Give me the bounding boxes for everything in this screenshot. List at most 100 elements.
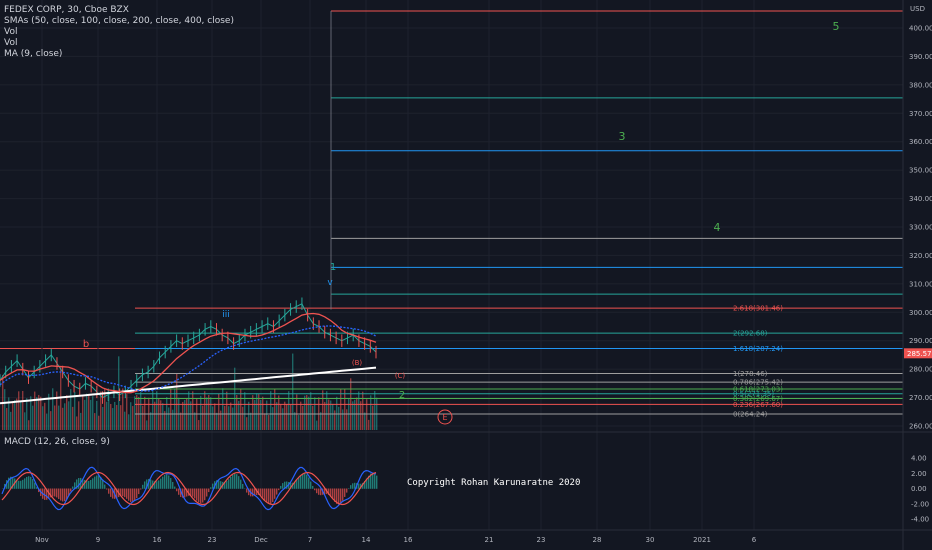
volume-bar [362,391,364,430]
volume-bar [168,407,170,430]
macd-histogram-bar [200,488,202,504]
volume-bar [370,395,372,430]
volume-bar [122,388,124,430]
macd-histogram-bar [168,475,170,489]
macd-histogram-bar [102,480,104,489]
macd-histogram-bar [342,488,344,501]
macd-tick-label: 4.00 [911,455,927,463]
time-tick-label: 16 [404,536,413,544]
macd-histogram-bar [194,488,196,499]
sma-50-line [0,312,377,394]
macd-histogram-bar [106,488,108,490]
wave-label: iii [222,310,230,320]
macd-histogram-bar [334,488,336,502]
volume-bar [112,408,114,430]
macd-histogram-bar [302,473,304,489]
volume-bar [30,396,32,430]
macd-histogram-bar [36,487,38,489]
volume-bar [244,392,246,430]
price-tick-label: 330.00 [909,224,932,232]
wave-label: v [327,278,333,288]
macd-histogram-bar [132,488,134,503]
macd-histogram-bar [306,474,308,489]
wave-label: b [83,339,89,350]
volume-bar [114,401,116,430]
macd-histogram-bar [240,479,242,489]
volume-bar [292,353,294,430]
macd-legend[interactable]: MACD (12, 26, close, 9) [4,437,110,447]
volume-bar [92,396,94,430]
macd-histogram-bar [226,481,228,489]
macd-histogram-bar [76,479,78,489]
macd-tick-label: 2.00 [911,470,927,478]
volume-bar [336,396,338,430]
volume-bar [326,391,328,430]
volume-bar [146,420,148,430]
macd-histogram-bar [268,488,270,504]
volume-bar [8,397,10,430]
macd-histogram-bar [192,488,194,497]
wave-label: 3 [619,130,626,143]
macd-histogram-bar [296,480,298,489]
volume-bar [94,413,96,430]
legend-vol2[interactable]: Vol [4,38,18,48]
volume-bar [106,401,108,430]
legend-ma[interactable]: MA (9, close) [4,49,63,59]
macd-histogram-bar [34,482,36,489]
legend-smas[interactable]: SMAs (50, close, 100, close, 200, close,… [4,16,234,26]
macd-histogram-bar [216,480,218,489]
volume-bar [200,395,202,430]
macd-histogram-bar [92,478,94,489]
volume-bar [142,405,144,430]
volume-bar [170,389,172,430]
volume-bar [138,396,140,430]
volume-bar [44,402,46,430]
macd-histogram-bar [366,478,368,489]
macd-histogram-bar [90,480,92,489]
macd-histogram-bar [358,483,360,489]
volume-bar [278,395,280,430]
legend-vol1[interactable]: Vol [4,27,18,37]
volume-bar [176,373,178,430]
volume-bar [284,401,286,430]
macd-histogram-bar [158,480,160,489]
macd-histogram-bar [308,477,310,489]
volume-bar [136,394,138,430]
macd-histogram-bar [130,488,132,503]
macd-histogram-bar [134,488,136,502]
macd-histogram-bar [242,483,244,489]
macd-histogram-bar [126,488,128,499]
macd-histogram-bar [310,481,312,489]
macd-histogram-bar [212,483,214,489]
macd-histogram-bar [248,488,250,496]
volume-bar [286,404,288,430]
volume-bar [160,400,162,430]
macd-histogram-bar [24,478,26,489]
volume-bar [62,407,64,430]
macd-histogram-bar [198,488,200,503]
volume-bar [110,403,112,430]
volume-bar [144,396,146,430]
macd-histogram-bar [100,477,102,489]
price-tick-label: 400.00 [909,25,932,33]
macd-histogram-bar [172,481,174,489]
macd-histogram-bar [364,481,366,489]
volume-bar [228,406,230,430]
volume-bar [304,395,306,430]
macd-histogram-bar [8,477,10,489]
macd-histogram-bar [278,488,280,491]
macd-histogram-bar [96,475,98,489]
price-tick-label: 300.00 [909,309,932,317]
volume-bar [164,411,166,430]
volume-bar [190,401,192,430]
volume-bar [354,399,356,430]
volume-bar [46,413,48,430]
wave-circle [437,409,453,425]
volume-bar [128,414,130,430]
price-tick-label: 390.00 [909,53,932,61]
macd-histogram-bar [372,472,374,489]
volume-bar [226,391,228,430]
legend-symbol[interactable]: FEDEX CORP, 30, Cboe BZX [4,5,129,15]
price-tick-label: 360.00 [909,138,932,146]
macd-histogram-bar [376,475,378,489]
